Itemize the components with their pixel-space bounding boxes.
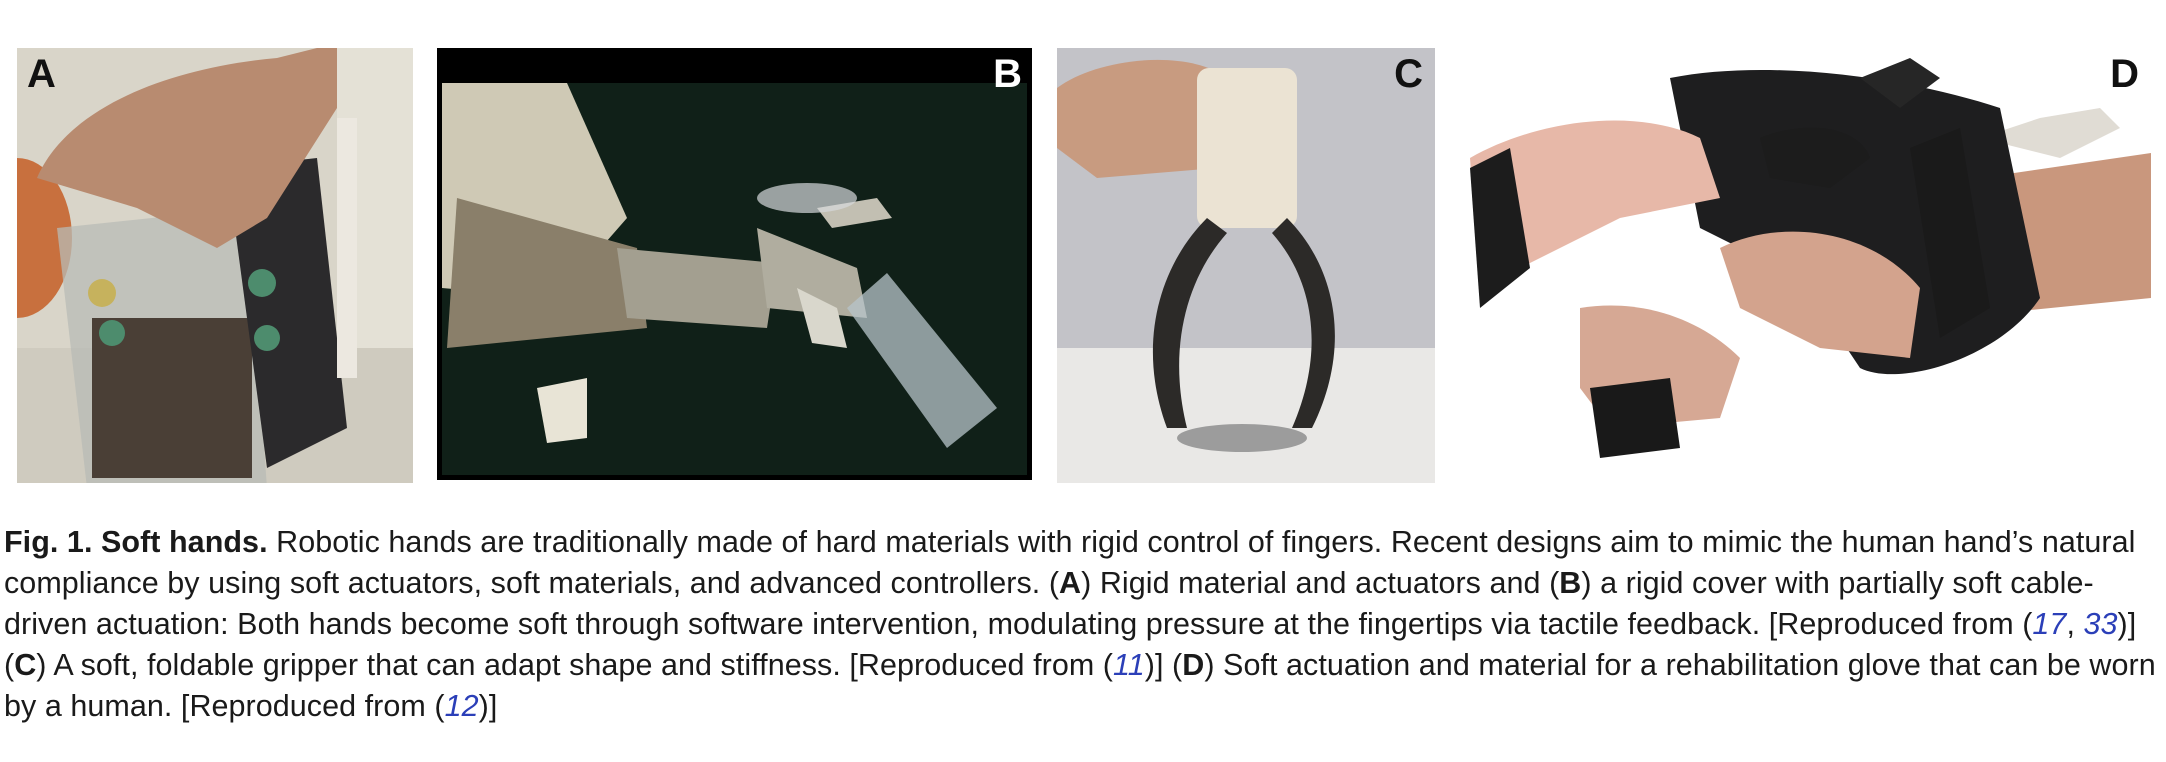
caption-text-5: ) A soft, foldable gripper that can adap…	[36, 648, 1114, 682]
caption-text-6: )] (	[1144, 648, 1183, 682]
caption-ref-letter-c: C	[14, 648, 37, 682]
caption-text-3: ) a rigid cover with partially soft cabl…	[4, 566, 2094, 641]
panel-a-photo	[17, 48, 413, 483]
panel-letter-b: B	[993, 52, 1022, 96]
panel-letter-d: D	[2110, 52, 2139, 96]
citation-link-12[interactable]: 12	[444, 689, 479, 723]
panel-c-photo	[1057, 48, 1435, 483]
caption-ref-letter-a: A	[1059, 566, 1082, 600]
panel-b-photo	[437, 48, 1032, 480]
figure-caption: Fig. 1. Soft hands. Robotic hands are tr…	[4, 522, 2162, 727]
citation-link-11[interactable]: 11	[1113, 648, 1145, 682]
citation-link-17[interactable]: 17	[2032, 607, 2067, 641]
caption-text-7: ) Soft actuation and material for a reha…	[4, 648, 2156, 723]
caption-separator: ,	[2066, 607, 2084, 641]
figure-label: Fig. 1. Soft hands.	[4, 525, 268, 559]
caption-ref-letter-d: D	[1182, 648, 1205, 682]
figure-panel-c: C	[1057, 48, 1435, 483]
caption-text-1: Robotic hands are traditionally made of …	[4, 525, 2136, 600]
caption-text-8: )]	[478, 689, 498, 723]
figure-panel-a: A	[17, 48, 413, 483]
panel-letter-a: A	[27, 52, 56, 96]
citation-link-33[interactable]: 33	[2083, 607, 2118, 641]
panel-d-photo	[1440, 48, 2151, 483]
figure-panel-b: B	[437, 48, 1032, 480]
panel-letter-c: C	[1394, 52, 1423, 96]
caption-text-2: ) Rigid material and actuators and (	[1081, 566, 1560, 600]
figure-panel-d: D	[1440, 48, 2151, 483]
caption-ref-letter-b: B	[1559, 566, 1582, 600]
caption-text-4: )] (	[4, 607, 2137, 682]
